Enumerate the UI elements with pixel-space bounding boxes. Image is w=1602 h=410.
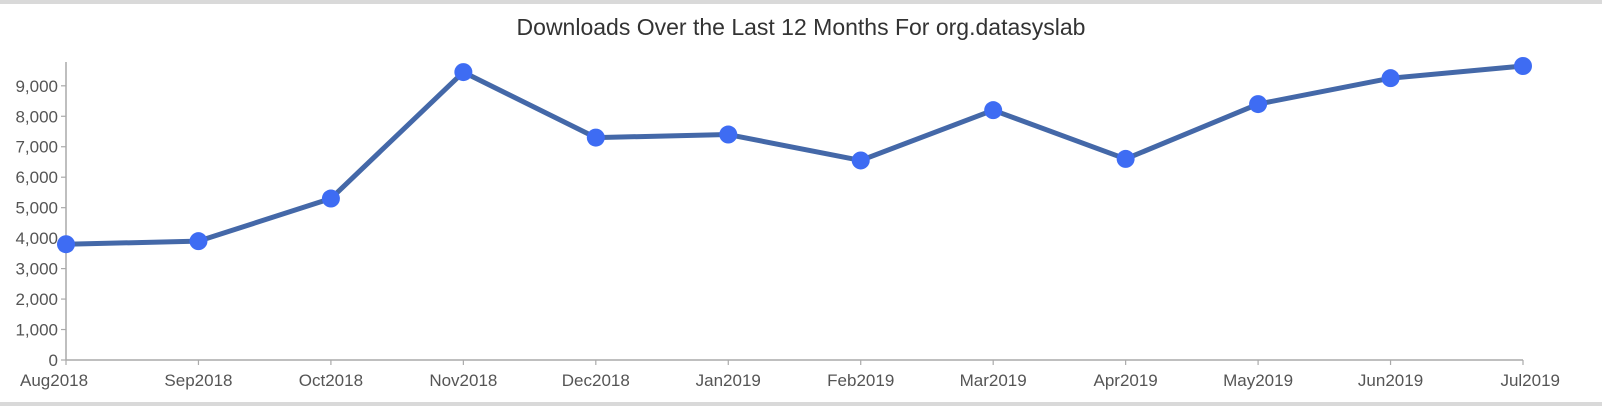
y-tick-label: 8,000 bbox=[15, 107, 58, 126]
data-point[interactable] bbox=[321, 189, 340, 208]
y-tick-label: 4,000 bbox=[15, 229, 58, 248]
x-tick-label: Mar2019 bbox=[960, 371, 1027, 390]
x-tick-label: Jun2019 bbox=[1358, 371, 1423, 390]
x-tick-label: Nov2018 bbox=[429, 371, 497, 390]
data-point[interactable] bbox=[1116, 149, 1135, 168]
y-tick-label: 6,000 bbox=[15, 168, 58, 187]
data-point[interactable] bbox=[57, 235, 75, 254]
x-tick-label: Sep2018 bbox=[164, 371, 232, 390]
data-point[interactable] bbox=[586, 128, 605, 147]
x-axis-ticks: Aug2018 Sep2018 Oct2018 Nov2018 Dec2018 Jan20… bbox=[20, 360, 1560, 390]
x-tick-label: Jan2019 bbox=[696, 371, 761, 390]
x-tick-label: May2019 bbox=[1223, 371, 1293, 390]
x-tick-label: Aug2018 bbox=[20, 371, 88, 390]
data-point[interactable] bbox=[1514, 57, 1532, 75]
series-group bbox=[57, 57, 1532, 254]
data-point[interactable] bbox=[454, 63, 473, 82]
y-tick-label: 0 bbox=[49, 351, 58, 370]
y-axis-ticks: 0 1,000 2,000 3,000 4,000 5,000 6,000 7,000 8,00… bbox=[15, 77, 66, 370]
x-tick-label: Feb2019 bbox=[827, 371, 894, 390]
data-point[interactable] bbox=[1381, 69, 1400, 88]
y-tick-label: 3,000 bbox=[15, 260, 58, 279]
x-tick-label: Jul2019 bbox=[1500, 371, 1560, 390]
y-tick-label: 7,000 bbox=[15, 138, 58, 157]
data-point[interactable] bbox=[719, 125, 738, 144]
y-tick-label: 5,000 bbox=[15, 199, 58, 218]
y-tick-label: 1,000 bbox=[15, 321, 58, 340]
line-chart: 0 1,000 2,000 3,000 4,000 5,000 6,000 7,000 8,00… bbox=[15, 57, 1560, 390]
x-tick-label: Dec2018 bbox=[562, 371, 630, 390]
x-tick-label: Oct2018 bbox=[299, 371, 363, 390]
data-point[interactable] bbox=[984, 101, 1003, 120]
data-point[interactable] bbox=[1249, 95, 1268, 114]
y-tick-label: 2,000 bbox=[15, 290, 58, 309]
chart-axes bbox=[65, 62, 1523, 361]
y-tick-label: 9,000 bbox=[15, 77, 58, 96]
x-tick-label: Apr2019 bbox=[1093, 371, 1157, 390]
data-point[interactable] bbox=[851, 151, 870, 170]
data-point[interactable] bbox=[189, 232, 208, 251]
series-line bbox=[63, 63, 1526, 247]
chart-title: Downloads Over the Last 12 Months For or… bbox=[516, 14, 1086, 40]
